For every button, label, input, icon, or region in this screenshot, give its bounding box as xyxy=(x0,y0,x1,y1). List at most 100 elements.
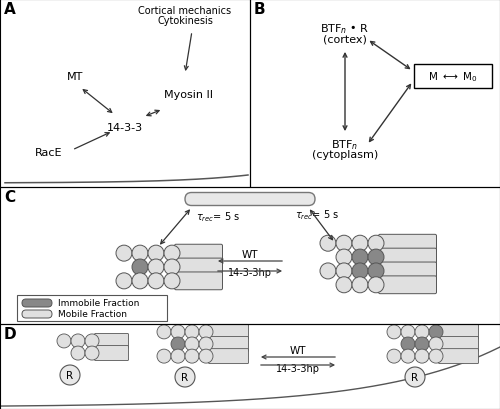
FancyBboxPatch shape xyxy=(378,263,436,280)
Circle shape xyxy=(352,236,368,252)
FancyBboxPatch shape xyxy=(208,337,248,352)
Circle shape xyxy=(336,263,352,279)
FancyBboxPatch shape xyxy=(22,299,52,307)
Circle shape xyxy=(368,277,384,293)
Text: 14-3-3hp: 14-3-3hp xyxy=(276,363,320,373)
Circle shape xyxy=(352,277,368,293)
Circle shape xyxy=(368,236,384,252)
Circle shape xyxy=(387,325,401,339)
Circle shape xyxy=(132,273,148,289)
FancyBboxPatch shape xyxy=(438,325,478,339)
Circle shape xyxy=(352,263,368,279)
Circle shape xyxy=(401,349,415,363)
Circle shape xyxy=(175,367,195,387)
Circle shape xyxy=(336,277,352,293)
Text: $\tau_{rec}$= 5 s: $\tau_{rec}$= 5 s xyxy=(295,207,339,221)
Circle shape xyxy=(116,273,132,289)
FancyBboxPatch shape xyxy=(438,349,478,364)
Circle shape xyxy=(171,325,185,339)
Text: M $\longleftrightarrow$ M$_0$: M $\longleftrightarrow$ M$_0$ xyxy=(428,70,478,84)
Text: Cortical mechanics: Cortical mechanics xyxy=(138,6,232,16)
Circle shape xyxy=(336,249,352,265)
Text: WT: WT xyxy=(290,345,306,355)
Circle shape xyxy=(132,259,148,275)
Circle shape xyxy=(157,325,171,339)
FancyBboxPatch shape xyxy=(414,65,492,89)
Circle shape xyxy=(352,249,368,265)
Text: C: C xyxy=(4,189,15,204)
Circle shape xyxy=(157,349,171,363)
Circle shape xyxy=(368,249,384,265)
Circle shape xyxy=(429,325,443,339)
Circle shape xyxy=(185,349,199,363)
FancyBboxPatch shape xyxy=(378,249,436,266)
Circle shape xyxy=(429,337,443,351)
Circle shape xyxy=(185,337,199,351)
Text: $\tau_{rec}$= 5 s: $\tau_{rec}$= 5 s xyxy=(196,209,240,223)
Circle shape xyxy=(405,367,425,387)
Text: D: D xyxy=(4,326,16,341)
Circle shape xyxy=(116,245,132,261)
Circle shape xyxy=(185,325,199,339)
Circle shape xyxy=(164,273,180,289)
Circle shape xyxy=(415,337,429,351)
Text: A: A xyxy=(4,2,16,17)
Text: MT: MT xyxy=(67,72,83,82)
Circle shape xyxy=(148,259,164,275)
FancyBboxPatch shape xyxy=(94,334,128,348)
Circle shape xyxy=(401,337,415,351)
Circle shape xyxy=(401,325,415,339)
Text: (cytoplasm): (cytoplasm) xyxy=(312,150,378,160)
Text: Cytokinesis: Cytokinesis xyxy=(157,16,213,26)
Circle shape xyxy=(320,263,336,279)
Circle shape xyxy=(199,325,213,339)
Circle shape xyxy=(171,337,185,351)
Circle shape xyxy=(71,334,85,348)
Text: R: R xyxy=(66,370,73,380)
Circle shape xyxy=(387,349,401,363)
FancyBboxPatch shape xyxy=(94,346,128,361)
Circle shape xyxy=(429,349,443,363)
Circle shape xyxy=(171,349,185,363)
Circle shape xyxy=(148,273,164,289)
FancyBboxPatch shape xyxy=(378,276,436,294)
FancyBboxPatch shape xyxy=(208,349,248,364)
Circle shape xyxy=(320,236,336,252)
Circle shape xyxy=(415,349,429,363)
Circle shape xyxy=(132,245,148,261)
Circle shape xyxy=(85,334,99,348)
FancyBboxPatch shape xyxy=(438,337,478,352)
Text: BTF$_n$: BTF$_n$ xyxy=(332,138,358,151)
Text: Myosin II: Myosin II xyxy=(164,90,212,100)
Text: RacE: RacE xyxy=(36,148,63,157)
Circle shape xyxy=(57,334,71,348)
Circle shape xyxy=(336,236,352,252)
Circle shape xyxy=(164,245,180,261)
Text: Immobile Fraction: Immobile Fraction xyxy=(58,299,140,308)
FancyBboxPatch shape xyxy=(174,272,222,290)
Text: B: B xyxy=(254,2,266,17)
Circle shape xyxy=(71,346,85,360)
Text: 14-3-3: 14-3-3 xyxy=(107,123,143,133)
Circle shape xyxy=(415,325,429,339)
Text: 14-3-3hp: 14-3-3hp xyxy=(228,267,272,277)
Circle shape xyxy=(60,365,80,385)
Circle shape xyxy=(85,346,99,360)
FancyBboxPatch shape xyxy=(22,310,52,318)
Text: (cortex): (cortex) xyxy=(323,34,367,44)
Text: WT: WT xyxy=(242,249,258,259)
Circle shape xyxy=(164,259,180,275)
Text: Mobile Fraction: Mobile Fraction xyxy=(58,310,127,319)
FancyBboxPatch shape xyxy=(378,235,436,252)
FancyBboxPatch shape xyxy=(17,295,167,321)
Text: BTF$_n$ • R: BTF$_n$ • R xyxy=(320,22,370,36)
Circle shape xyxy=(148,245,164,261)
Text: R: R xyxy=(182,372,188,382)
FancyBboxPatch shape xyxy=(174,245,222,263)
Circle shape xyxy=(368,263,384,279)
Text: R: R xyxy=(412,372,418,382)
FancyBboxPatch shape xyxy=(174,258,222,276)
Circle shape xyxy=(199,349,213,363)
FancyBboxPatch shape xyxy=(208,325,248,339)
Circle shape xyxy=(199,337,213,351)
